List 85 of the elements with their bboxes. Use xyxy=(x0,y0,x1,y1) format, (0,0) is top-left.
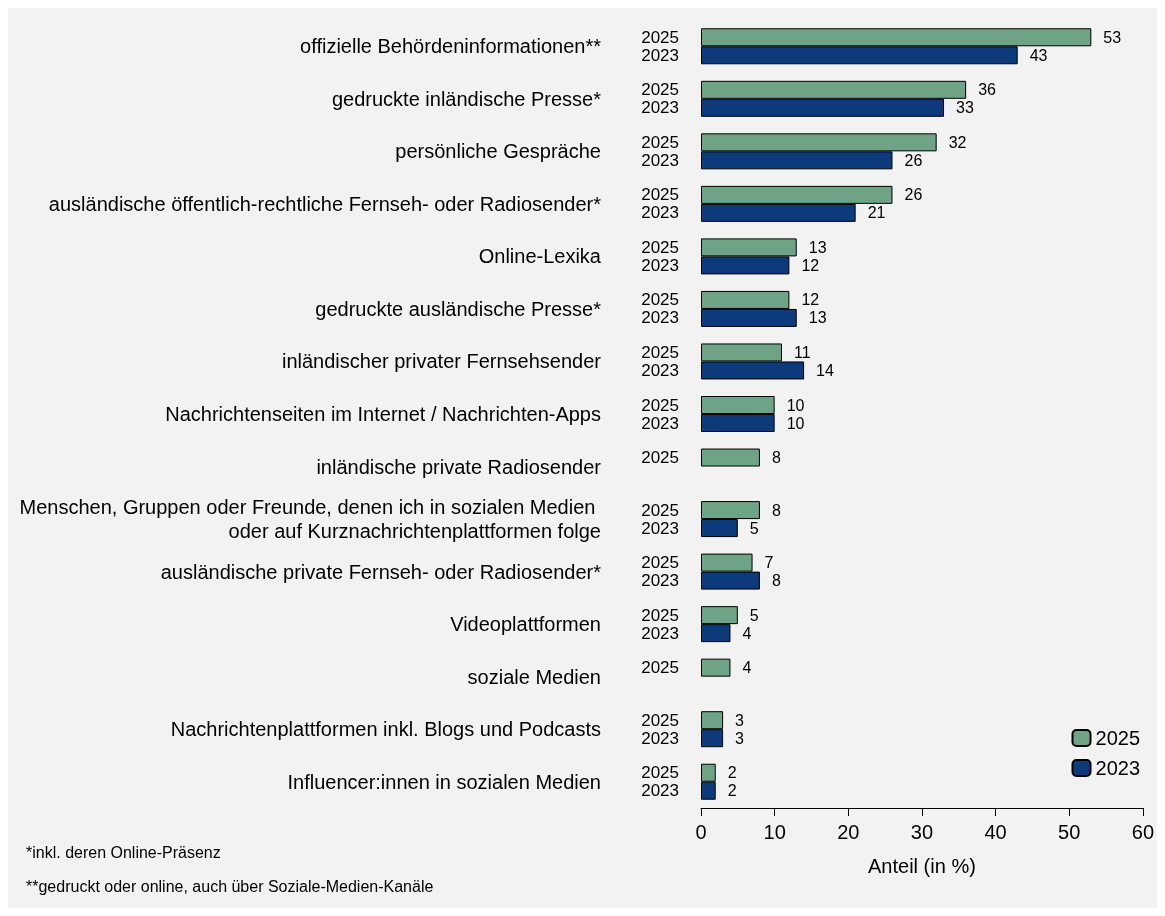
text: 2025 xyxy=(641,27,679,47)
y-tick-label: ausländische private Fernseh- oder Radiosender* xyxy=(160,560,602,583)
data-label: 4 xyxy=(742,659,752,677)
text: 2025 xyxy=(641,658,679,678)
y-tick-label: Menschen, Gruppen oder Freunde, denen ich in sozialen Medien oder auf Kurznachrichtenplattformen folge xyxy=(19,496,601,543)
y-tick-label: inländischer privater Fernsehsender xyxy=(281,350,602,373)
text: 2023 xyxy=(641,45,679,65)
y-tick-label: Online-Lexika xyxy=(478,245,602,268)
data-label: 12 xyxy=(801,291,820,309)
bar xyxy=(701,658,731,677)
y-tick-label: persönliche Gespräche xyxy=(395,140,601,163)
text: 2025 xyxy=(641,290,679,310)
legend-label: 2023 xyxy=(1095,757,1141,779)
x-tick-label: 50 xyxy=(1058,821,1081,843)
data-label: 14 xyxy=(816,361,834,379)
text: 2025 xyxy=(641,500,679,520)
x-tick-label: 30 xyxy=(910,821,934,843)
text: 2025 xyxy=(641,132,679,152)
text: 2023 xyxy=(641,623,679,643)
text: 2025 xyxy=(641,237,679,257)
text: 2025 xyxy=(641,395,679,415)
y-tick-label: Nachrichtenplattformen inkl. Blogs und Podcasts xyxy=(170,718,601,741)
data-label: 11 xyxy=(794,343,811,361)
data-label: 32 xyxy=(948,133,967,151)
text: *inkl. deren Online-Präsenz xyxy=(26,843,221,861)
data-label: 21 xyxy=(867,204,886,222)
data-label: 3 xyxy=(735,729,745,747)
text: 2025 xyxy=(641,80,679,100)
data-label: 10 xyxy=(786,414,805,432)
text: 2023 xyxy=(641,98,679,118)
data-label: 2 xyxy=(727,782,737,800)
data-label: 5 xyxy=(749,606,759,624)
data-label: 3 xyxy=(735,711,745,729)
text: 2023 xyxy=(641,308,679,328)
data-label: 53 xyxy=(1103,28,1122,46)
data-label: 13 xyxy=(808,309,827,327)
text: 2025 xyxy=(641,185,679,205)
y-tick-label: gedruckte ausländische Presse* xyxy=(315,297,602,320)
text: 2023 xyxy=(641,360,679,380)
text: 2025 xyxy=(641,342,679,362)
x-tick-label: 40 xyxy=(984,821,1007,843)
data-label: 26 xyxy=(904,151,923,169)
text: 2023 xyxy=(641,150,679,170)
data-label: 8 xyxy=(771,449,781,467)
text: 2023 xyxy=(641,781,679,801)
text: 2023 xyxy=(641,728,679,748)
y-tick-label: offizielle Behördeninformationen** xyxy=(300,35,602,58)
text: 2023 xyxy=(641,571,679,591)
data-label: 8 xyxy=(771,501,781,519)
x-tick-label: 10 xyxy=(763,821,786,843)
data-label: 2 xyxy=(727,764,737,782)
y-tick-label: Nachrichtenseiten im Internet / Nachrichten-Apps xyxy=(165,403,601,425)
data-label: 8 xyxy=(771,572,781,590)
x-axis-title: Anteil (in %) xyxy=(868,855,976,877)
y-tick-label: inländische private Radiosender xyxy=(316,455,602,478)
data-label: 7 xyxy=(764,554,774,572)
text: 2025 xyxy=(641,448,679,468)
y-tick-label: Influencer:innen in sozialen Medien xyxy=(287,770,601,793)
text: 2023 xyxy=(641,518,679,538)
x-tick-label: 60 xyxy=(1131,821,1154,843)
y-tick-label: gedruckte inländische Presse* xyxy=(331,87,602,110)
bar xyxy=(701,448,760,467)
text: 2025 xyxy=(641,605,679,625)
data-label: 10 xyxy=(786,396,805,414)
data-label: 36 xyxy=(978,81,997,99)
text: 2025 xyxy=(641,710,679,730)
text: 2023 xyxy=(641,413,679,433)
data-label: 12 xyxy=(801,256,820,274)
legend-label: 2025 xyxy=(1095,727,1141,749)
data-label: 33 xyxy=(956,99,974,117)
data-label: 26 xyxy=(904,186,923,204)
data-label: 43 xyxy=(1029,46,1048,64)
y-tick-label: ausländische öffentlich-rechtliche Fernseh- oder Radiosender* xyxy=(48,192,602,215)
data-label: 4 xyxy=(742,624,752,642)
x-tick-label: 0 xyxy=(695,821,707,843)
text: 2025 xyxy=(641,553,679,573)
text: 2023 xyxy=(641,203,679,223)
data-label: 5 xyxy=(749,519,759,537)
text: **gedruckt oder online, auch über Soziale-Medien-Kanäle xyxy=(26,877,434,895)
x-tick-label: 20 xyxy=(837,821,860,843)
text: 2025 xyxy=(641,763,679,783)
y-tick-label: soziale Medien xyxy=(467,665,601,688)
data-label: 13 xyxy=(808,238,827,256)
y-tick-label: Videoplattformen xyxy=(450,613,601,636)
text: 2023 xyxy=(641,255,679,275)
